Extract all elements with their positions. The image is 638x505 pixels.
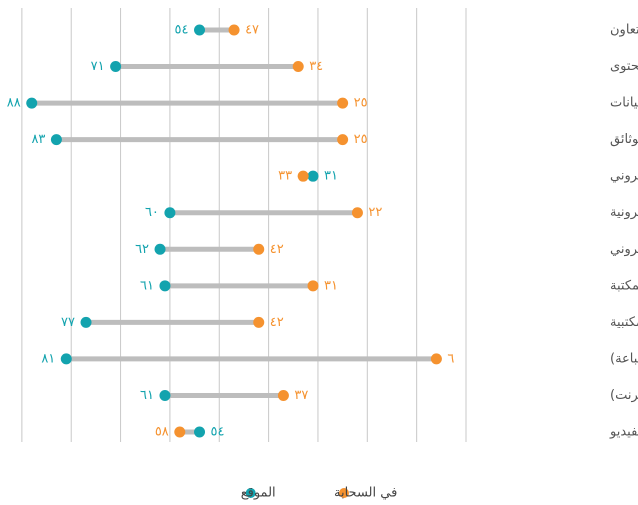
dot bbox=[297, 170, 309, 182]
value-label: ٨١ bbox=[41, 351, 55, 366]
value-label: ٤٢ bbox=[270, 242, 284, 257]
value-label: ٧١ bbox=[91, 59, 105, 74]
category-label: التداول بالفيديو bbox=[609, 425, 638, 440]
value-label: ٦٢ bbox=[135, 242, 149, 257]
category-label: الأدوات المكتبية bbox=[610, 313, 638, 330]
category-label: إدارة الموارد الإلكترونية bbox=[610, 205, 638, 220]
value-label: ٤٧ bbox=[245, 23, 259, 38]
legend-dot bbox=[339, 488, 349, 498]
dot bbox=[253, 243, 265, 255]
dot bbox=[159, 389, 171, 401]
value-label: ٢٥ bbox=[354, 132, 368, 147]
value-label: ٣٣ bbox=[278, 169, 292, 184]
value-label: ٦ bbox=[447, 351, 454, 366]
dot bbox=[307, 170, 319, 182]
category-label: النشر (الطباعة) bbox=[610, 351, 638, 366]
category-label: أدوات التعاون bbox=[610, 21, 638, 38]
dot bbox=[228, 24, 240, 36]
dot bbox=[277, 389, 289, 401]
dot bbox=[337, 134, 349, 146]
value-label: ٥٤ bbox=[211, 425, 225, 440]
value-label: ٦٠ bbox=[145, 205, 159, 220]
dot bbox=[164, 207, 176, 219]
value-label: ٣١ bbox=[324, 278, 338, 293]
value-label: ٦١ bbox=[140, 388, 154, 403]
category-label: قواعد البيانات bbox=[610, 96, 638, 111]
dot bbox=[174, 426, 186, 438]
category-label: إدارة الوثائق bbox=[610, 132, 638, 147]
category-label: التعلم الإلكتروني bbox=[610, 169, 638, 184]
dot bbox=[159, 280, 171, 292]
legend-dot bbox=[245, 488, 256, 498]
value-label: ٣٤ bbox=[309, 59, 323, 74]
value-label: ٨٣ bbox=[31, 132, 45, 147]
dot bbox=[194, 24, 206, 36]
value-label: ٦١ bbox=[140, 278, 154, 293]
value-label: ٥٨ bbox=[155, 425, 169, 440]
value-label: ٥٤ bbox=[175, 23, 189, 38]
category-label: البريد الإلكتروني bbox=[610, 242, 638, 257]
dot bbox=[50, 134, 62, 146]
dot bbox=[292, 61, 304, 73]
legend-label: في السحابة bbox=[334, 486, 397, 501]
dot bbox=[351, 207, 363, 219]
dot bbox=[307, 280, 319, 292]
category-label: إدارة المحتوى bbox=[610, 59, 638, 74]
legend-label: الموقع bbox=[241, 486, 276, 501]
dot bbox=[26, 97, 38, 109]
dot bbox=[80, 316, 92, 328]
value-label: ٤٢ bbox=[270, 315, 284, 330]
category-label: النشر (الإنترنت) bbox=[610, 388, 638, 403]
value-label: ٢٥ bbox=[354, 96, 368, 111]
dot bbox=[110, 61, 122, 73]
dot bbox=[337, 97, 349, 109]
value-label: ٨٨ bbox=[7, 96, 21, 111]
dot bbox=[154, 243, 166, 255]
value-label: ٧٧ bbox=[61, 315, 75, 330]
value-label: ٢٢ bbox=[368, 205, 382, 220]
dot bbox=[430, 353, 442, 365]
value-label: ٣١ bbox=[324, 169, 338, 184]
value-label: ٣٧ bbox=[294, 388, 308, 403]
dot bbox=[194, 426, 206, 438]
dot bbox=[253, 316, 265, 328]
category-label: فهرس المكتبة bbox=[610, 278, 638, 293]
dot bbox=[60, 353, 72, 365]
